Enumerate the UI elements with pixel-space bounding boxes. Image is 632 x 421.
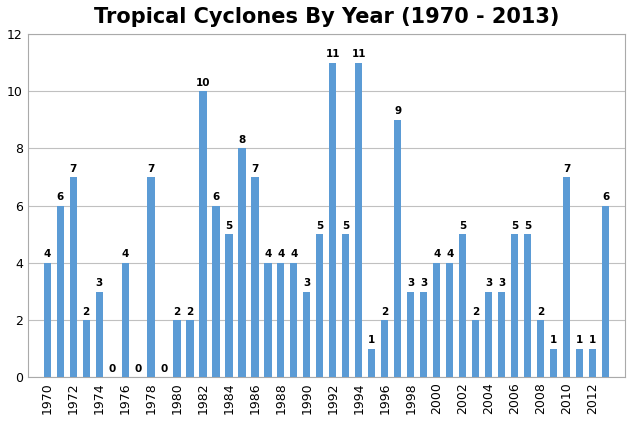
Text: 5: 5 (342, 221, 349, 231)
Bar (394, 120, 401, 377)
Text: 4: 4 (277, 250, 284, 259)
Bar (83, 320, 90, 377)
Text: 9: 9 (394, 107, 401, 117)
Text: 7: 7 (252, 164, 258, 173)
Bar (226, 234, 233, 377)
Bar (277, 263, 284, 377)
Bar (472, 320, 479, 377)
Text: 3: 3 (303, 278, 310, 288)
Bar (121, 263, 129, 377)
Text: 4: 4 (433, 250, 441, 259)
Bar (563, 177, 570, 377)
Text: 1: 1 (589, 335, 596, 345)
Text: 7: 7 (70, 164, 77, 173)
Bar (433, 263, 441, 377)
Bar (589, 349, 596, 377)
Bar (329, 63, 336, 377)
Bar (420, 291, 427, 377)
Bar (238, 149, 245, 377)
Bar (485, 291, 492, 377)
Text: 8: 8 (238, 135, 246, 145)
Text: 5: 5 (524, 221, 532, 231)
Text: 3: 3 (95, 278, 103, 288)
Bar (381, 320, 389, 377)
Text: 0: 0 (135, 364, 142, 374)
Bar (186, 320, 193, 377)
Text: 4: 4 (44, 250, 51, 259)
Text: 0: 0 (109, 364, 116, 374)
Bar (212, 206, 219, 377)
Text: 2: 2 (381, 306, 389, 317)
Text: 4: 4 (121, 250, 129, 259)
Bar (602, 206, 609, 377)
Bar (44, 263, 51, 377)
Bar (498, 291, 505, 377)
Bar (355, 63, 362, 377)
Bar (524, 234, 532, 377)
Text: 1: 1 (368, 335, 375, 345)
Text: 2: 2 (186, 306, 193, 317)
Bar (537, 320, 544, 377)
Bar (252, 177, 258, 377)
Text: 2: 2 (537, 306, 544, 317)
Bar (343, 234, 349, 377)
Bar (550, 349, 557, 377)
Bar (200, 91, 207, 377)
Bar (303, 291, 310, 377)
Text: 4: 4 (446, 250, 453, 259)
Bar (173, 320, 181, 377)
Text: 3: 3 (485, 278, 492, 288)
Text: 2: 2 (173, 306, 181, 317)
Text: 7: 7 (563, 164, 570, 173)
Text: 0: 0 (161, 364, 167, 374)
Text: 2: 2 (83, 306, 90, 317)
Bar (57, 206, 64, 377)
Bar (264, 263, 272, 377)
Text: 7: 7 (147, 164, 155, 173)
Text: 6: 6 (602, 192, 609, 202)
Bar (446, 263, 453, 377)
Text: 5: 5 (316, 221, 324, 231)
Text: 5: 5 (226, 221, 233, 231)
Text: 3: 3 (420, 278, 427, 288)
Bar (316, 234, 324, 377)
Text: 3: 3 (498, 278, 506, 288)
Text: 4: 4 (290, 250, 298, 259)
Text: 1: 1 (576, 335, 583, 345)
Text: 11: 11 (351, 49, 366, 59)
Title: Tropical Cyclones By Year (1970 - 2013): Tropical Cyclones By Year (1970 - 2013) (94, 7, 559, 27)
Text: 3: 3 (407, 278, 415, 288)
Bar (147, 177, 155, 377)
Text: 6: 6 (212, 192, 219, 202)
Bar (407, 291, 415, 377)
Text: 2: 2 (472, 306, 479, 317)
Text: 1: 1 (550, 335, 557, 345)
Text: 6: 6 (56, 192, 64, 202)
Bar (368, 349, 375, 377)
Bar (290, 263, 298, 377)
Bar (70, 177, 76, 377)
Text: 11: 11 (325, 49, 340, 59)
Text: 5: 5 (511, 221, 518, 231)
Bar (95, 291, 102, 377)
Bar (511, 234, 518, 377)
Text: 10: 10 (196, 78, 210, 88)
Text: 4: 4 (264, 250, 272, 259)
Bar (459, 234, 466, 377)
Text: 5: 5 (459, 221, 466, 231)
Bar (576, 349, 583, 377)
